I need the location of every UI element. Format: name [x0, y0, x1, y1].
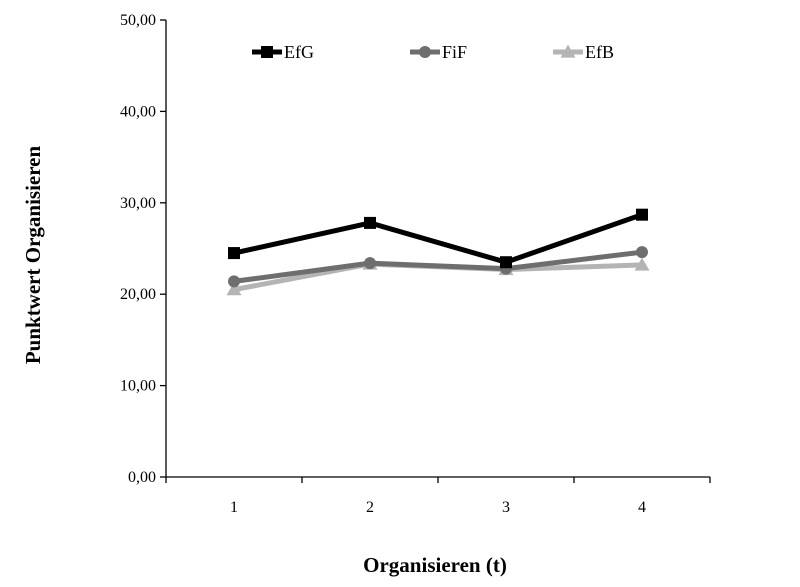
legend-label: FiF	[442, 42, 467, 62]
data-point	[364, 257, 376, 270]
data-point	[226, 282, 242, 296]
y-tick-label: 30,00	[120, 195, 156, 212]
y-axis-title: Punktwert Organisieren	[21, 146, 45, 365]
x-tick-label: 1	[230, 499, 238, 516]
x-tick-label: 4	[638, 499, 646, 516]
x-axis-ticks: 1 2 3 4	[165, 477, 711, 516]
y-tick-label: 50,00	[120, 12, 156, 29]
data-point	[636, 246, 648, 259]
legend-item-fif: FiF	[410, 42, 467, 62]
legend-label: EfG	[284, 42, 314, 62]
data-point	[500, 256, 512, 269]
legend-label: EfB	[585, 42, 614, 62]
legend-item-efb: EfB	[553, 42, 614, 62]
legend-item-efg: EfG	[252, 42, 314, 62]
y-tick-label: 20,00	[120, 286, 156, 303]
x-axis-title: Organisieren (t)	[363, 553, 507, 577]
x-tick-label: 2	[366, 499, 374, 516]
y-tick-label: 40,00	[120, 103, 156, 120]
legend: EfG FiF EfB	[252, 42, 614, 62]
y-axis-ticks: 0,00 10,00 20,00 30,00 40,00 50,00	[120, 12, 166, 486]
data-point	[419, 46, 431, 58]
data-point	[228, 275, 240, 288]
series-line	[233, 212, 643, 265]
series-efg	[228, 208, 648, 269]
y-tick-label: 0,00	[128, 469, 156, 486]
data-point	[364, 216, 376, 229]
data-point	[636, 208, 648, 221]
data-point	[560, 44, 576, 58]
series-layer	[226, 208, 650, 296]
data-point	[261, 46, 273, 58]
series-line	[233, 249, 643, 284]
data-point	[634, 257, 650, 271]
y-tick-label: 10,00	[120, 378, 156, 395]
x-tick-label: 3	[502, 499, 510, 516]
data-point	[228, 247, 240, 260]
